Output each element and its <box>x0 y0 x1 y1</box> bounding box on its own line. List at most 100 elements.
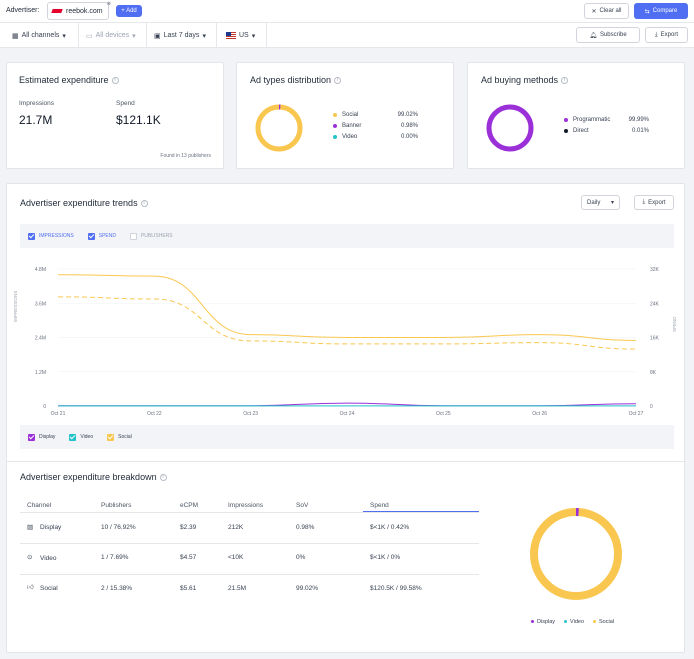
row-spend: $<1K / 0% <box>370 554 401 561</box>
subscribe-button[interactable]: 🔔︎ Subscribe <box>576 27 640 43</box>
row-publishers: 2 / 15.38% <box>101 585 133 592</box>
col-spend: Spend <box>370 502 389 509</box>
found-in-publishers: Found in 13 publishers <box>160 153 211 159</box>
ad-buying-card: Ad buying methods i Programmatic 99.99% Di… <box>467 62 685 169</box>
toggle-publishers[interactable]: PUBLISHERS <box>129 232 173 240</box>
row-ecpm: $5.61 <box>180 585 197 592</box>
checkbox-checked-icon <box>69 433 77 441</box>
y-left-tick: 4.8M <box>35 267 46 273</box>
impressions-label: Impressions <box>19 100 55 107</box>
x-tick: Oct 23 <box>243 411 258 417</box>
compare-button[interactable]: ⇆ Compare <box>634 3 688 19</box>
x-tick: Oct 24 <box>340 411 355 417</box>
row-spend: $<1K / 0.42% <box>370 524 410 531</box>
toggle-spend[interactable]: SPEND <box>87 232 116 240</box>
channels-filter[interactable]: ▦ All channels ▾ <box>12 23 66 48</box>
x-tick: Oct 22 <box>147 411 162 417</box>
ad-types-donut <box>255 104 303 152</box>
row-sov: 99.02% <box>296 585 319 592</box>
trends-export-label: Export <box>648 199 666 206</box>
y-right-tick: 16K <box>650 336 660 342</box>
legend-direct: Direct 0.01% <box>564 128 649 134</box>
series-line-social <box>57 274 637 341</box>
row-channel: Display <box>40 524 62 531</box>
compare-icon: ⇆ <box>644 8 650 15</box>
advertiser-chip[interactable]: reebok.com ⊗ <box>47 1 111 20</box>
series-line-social-spend <box>57 296 637 350</box>
breakdown-legend: Display Video Social <box>531 619 614 625</box>
country-filter[interactable]: US ▾ <box>226 23 255 48</box>
spend-value: $121.1K <box>116 113 161 127</box>
y-left-tick: 3.6M <box>35 301 46 307</box>
estimated-title: Estimated expenditure i <box>19 75 119 85</box>
us-flag-icon <box>226 32 236 39</box>
legend-programmatic: Programmatic 99.99% <box>564 117 649 123</box>
info-icon: i <box>334 77 342 85</box>
legend-banner: Banner 0.98% <box>333 123 418 129</box>
breakdown-donut <box>530 507 622 600</box>
legend-video[interactable]: Video <box>69 433 93 441</box>
col-sov: SoV <box>296 502 309 509</box>
chevron-down-icon: ▾ <box>251 32 256 40</box>
impressions-value: 21.7M <box>19 113 53 127</box>
y-left-axis-label: IMPRESSIONS <box>13 290 18 322</box>
checkbox-checked-icon <box>107 433 115 441</box>
col-channel: Channel <box>27 502 52 509</box>
legend-social[interactable]: Social <box>107 433 132 441</box>
devices-filter[interactable]: ▭ All devices ▾ <box>86 23 136 48</box>
y-right-tick: 8K <box>650 370 657 376</box>
row-impressions: 212K <box>228 524 244 531</box>
close-icon: ✕ <box>591 8 597 15</box>
channels-label: All channels <box>21 32 60 39</box>
clear-all-label: Clear all <box>599 8 622 14</box>
granularity-label: Daily <box>587 199 601 206</box>
row-spend: $120.5K / 99.58% <box>370 585 422 592</box>
estimated-expenditure-card: Estimated expenditure i Impressions 21.7M… <box>6 62 224 169</box>
breakdown-title: Advertiser expenditure breakdown i <box>20 472 167 482</box>
image-icon: ▨ <box>27 524 34 531</box>
reebok-logo-icon <box>51 9 63 13</box>
info-icon: i <box>159 474 167 482</box>
country-label: US <box>239 32 249 39</box>
devices-label: All devices <box>95 32 130 39</box>
row-channel: Video <box>40 555 57 562</box>
legend-display: Display <box>531 619 555 625</box>
series-line-display <box>58 402 637 407</box>
ad-buying-title: Ad buying methods i <box>481 75 569 85</box>
toggle-impressions[interactable]: IMPRESSIONS <box>28 232 74 240</box>
col-impressions: Impressions <box>228 502 264 509</box>
compare-label: Compare <box>652 8 678 14</box>
x-tick: Oct 26 <box>532 411 547 417</box>
ad-types-card: Ad types distribution i Social 99.02% Bann… <box>236 62 454 169</box>
export-button[interactable]: ⤓ Export <box>645 27 688 43</box>
metric-toggles: IMPRESSIONS SPEND PUBLISHERS <box>20 224 674 248</box>
export-label: Export <box>660 32 678 38</box>
ad-buying-donut <box>486 104 534 152</box>
remove-advertiser-icon[interactable]: ⊗ <box>106 1 111 7</box>
granularity-select[interactable]: Daily ▾ <box>581 195 620 210</box>
row-sov: 0.98% <box>296 524 315 531</box>
x-tick: Oct 21 <box>51 411 66 417</box>
grid-icon: ▦ <box>12 32 19 40</box>
y-right-tick: 0 <box>650 404 653 410</box>
ad-types-title: Ad types distribution i <box>250 75 342 85</box>
chevron-down-icon: ▾ <box>202 32 206 40</box>
download-icon: ⤓ <box>655 31 658 38</box>
y-left-tick: 1.2M <box>35 370 46 376</box>
y-left-tick: 2.4M <box>35 336 46 342</box>
clear-all-button[interactable]: ✕ Clear all <box>584 3 629 19</box>
y-left-tick: 0 <box>43 404 46 410</box>
legend-display[interactable]: Display <box>28 433 55 441</box>
subscribe-label: Subscribe <box>599 32 627 38</box>
trends-card: Advertiser expenditure trends i Daily ▾ ⤓… <box>6 183 686 653</box>
legend-video: Video <box>564 619 584 625</box>
add-advertiser-button[interactable]: + Add <box>116 5 142 17</box>
trends-title: Advertiser expenditure trends i <box>20 198 148 208</box>
trends-export-button[interactable]: ⤓ Export <box>634 195 674 210</box>
period-filter[interactable]: ▣ Last 7 days ▾ <box>154 23 206 48</box>
x-tick: Oct 25 <box>436 411 451 417</box>
row-publishers: 10 / 76.92% <box>101 524 136 531</box>
filter-bar: ▦ All channels ▾ ▭ All devices ▾ ▣ Last … <box>0 23 694 48</box>
legend-social: Social 99.02% <box>333 112 418 118</box>
monitor-icon: ▭ <box>86 32 93 40</box>
